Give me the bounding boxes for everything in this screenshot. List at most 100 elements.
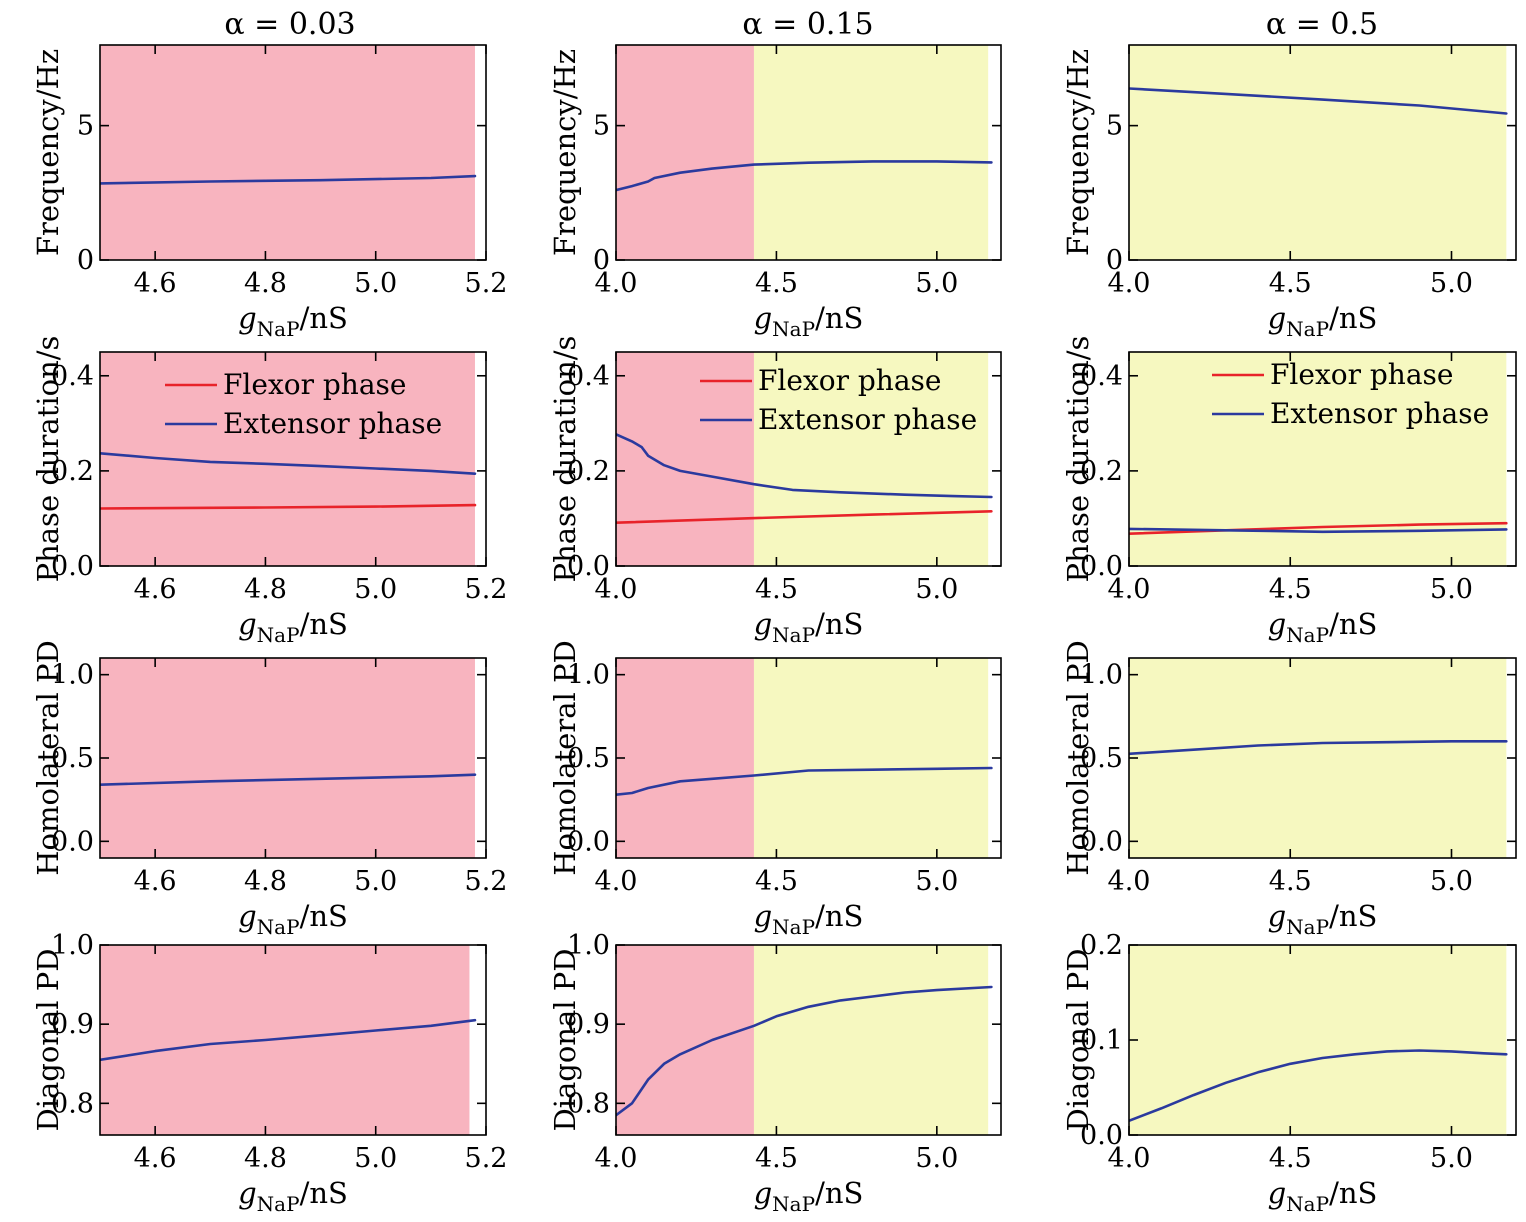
- x-axis-label-main: g: [754, 1176, 773, 1210]
- y-axis-label: Phase duration/s: [548, 336, 582, 583]
- series-line-extensor: [1129, 527, 1508, 534]
- series-group: [1129, 87, 1508, 115]
- x-tick-label: 4.5: [1269, 1143, 1312, 1174]
- series-line-extensor: [616, 432, 993, 499]
- x-axis-label-sub: NaP: [1286, 623, 1329, 647]
- x-axis-label-main: g: [238, 301, 257, 335]
- x-tick-label: 4.0: [1108, 1143, 1151, 1174]
- y-tick-label: 0.2: [51, 456, 94, 487]
- series-line-extensor: [100, 1018, 477, 1062]
- legend-label-flexor: Flexor phase: [223, 368, 406, 401]
- region-yellow: [1129, 658, 1507, 858]
- region-yellow: [1129, 945, 1507, 1135]
- x-tick-label: 5.0: [354, 574, 397, 605]
- x-axis-label-main: g: [238, 1176, 257, 1210]
- legend-label-extensor: Extensor phase: [223, 407, 442, 440]
- x-tick-label: 4.5: [1269, 574, 1312, 605]
- y-tick-label: 0.2: [1080, 456, 1123, 487]
- x-axis-label-sub: NaP: [257, 623, 300, 647]
- region-pink: [100, 945, 470, 1135]
- y-tick-label: 1.0: [567, 660, 610, 691]
- y-tick-label: 1.0: [1080, 660, 1123, 691]
- series-line-extensor: [616, 160, 993, 192]
- y-tick-label: 0.4: [51, 361, 94, 392]
- panel-1-1: 4.0 4.5 5.0 0.0 0.2 0.4 gNaP/nS Phase duration/…: [548, 336, 1002, 647]
- x-axis-label-unit: /nS: [300, 607, 348, 641]
- x-axis-label-unit: /nS: [300, 899, 348, 933]
- series-group: [616, 432, 993, 525]
- x-axis-label-sub: NaP: [772, 623, 815, 647]
- y-tick-label: 0.5: [1080, 743, 1123, 774]
- panel-1-0: 4.6 4.8 5.0 5.2 0.0 0.2 0.4 gNaP/nS Phase durati…: [31, 336, 507, 647]
- x-axis-label: gNaP/nS: [1268, 301, 1378, 341]
- region-pink: [100, 658, 475, 858]
- x-axis-label: gNaP/nS: [754, 301, 864, 341]
- series-group: [1129, 521, 1508, 536]
- x-axis-label: gNaP/nS: [754, 1176, 864, 1216]
- x-tick-label: 4.5: [755, 1143, 798, 1174]
- x-tick-label: 5.2: [465, 268, 508, 299]
- x-axis-label-unit: /nS: [300, 301, 348, 335]
- x-tick-label: 4.0: [595, 574, 638, 605]
- x-tick-label: 5.0: [1430, 1143, 1473, 1174]
- y-axis-label: Frequency/Hz: [31, 49, 65, 256]
- axes-frame: [1128, 44, 1517, 261]
- x-axis-label-main: g: [238, 899, 257, 933]
- x-tick-label: 5.0: [1430, 866, 1473, 897]
- panel-2-1: 4.0 4.5 5.0 0.0 0.5 1.0 gNaP/nS Homolateral PD: [548, 640, 1002, 939]
- axes-frame: [615, 44, 1002, 261]
- column-title-alpha-0.03: α = 0.03: [224, 7, 355, 42]
- panel-0-1: 4.0 4.5 5.0 0 5 gNaP/nS Frequency/Hz: [548, 44, 1002, 341]
- region-yellow: [753, 352, 989, 566]
- x-axis-label-sub: NaP: [257, 317, 300, 341]
- y-tick-label: 0: [593, 245, 610, 276]
- x-axis-label: gNaP/nS: [754, 899, 864, 939]
- x-tick-label: 4.8: [244, 574, 287, 605]
- y-tick-label: 0.0: [1080, 551, 1123, 582]
- x-axis-label-sub: NaP: [257, 915, 300, 939]
- panel-2-0: 4.6 4.8 5.0 5.2 0.0 0.5 1.0 gNaP/nS Homolateral …: [31, 640, 507, 939]
- column-title-alpha-0.5: α = 0.5: [1266, 7, 1378, 42]
- legend-label-extensor: Extensor phase: [1270, 397, 1489, 430]
- series-line-extensor: [1129, 739, 1508, 756]
- legend-label-flexor: Flexor phase: [1270, 358, 1453, 391]
- x-axis-label-unit: /nS: [1329, 1176, 1377, 1210]
- y-tick-label: 5: [77, 111, 94, 142]
- x-axis-label-sub: NaP: [772, 915, 815, 939]
- region-pink: [616, 658, 754, 858]
- series-group: [100, 773, 477, 787]
- series-group: [100, 174, 477, 185]
- x-tick-label: 4.5: [755, 574, 798, 605]
- x-axis-label-main: g: [1268, 301, 1287, 335]
- x-axis-label-main: g: [1268, 607, 1287, 641]
- panel-3-2: 4.0 4.5 5.0 0.0 0.1 0.2 gNaP/nS Diagonal PD: [1061, 930, 1517, 1216]
- x-axis-label-unit: /nS: [300, 1176, 348, 1210]
- x-tick-label: 4.5: [755, 268, 798, 299]
- y-tick-label: 0.9: [51, 1009, 94, 1040]
- y-axis-label: Phase duration/s: [1061, 336, 1095, 583]
- series-line-extensor: [100, 451, 477, 476]
- x-axis-label: gNaP/nS: [1268, 1176, 1378, 1216]
- region-yellow: [753, 945, 989, 1135]
- series-group: [100, 451, 477, 510]
- axes-frame: [1128, 351, 1517, 567]
- panel-0-2: 4.0 4.5 5.0 0 5 gNaP/nS Frequency/Hz: [1061, 44, 1517, 341]
- y-tick-label: 1.0: [51, 930, 94, 961]
- y-tick-label: 0.9: [567, 1009, 610, 1040]
- x-tick-label: 4.0: [595, 866, 638, 897]
- x-axis-label: gNaP/nS: [238, 607, 348, 647]
- x-tick-label: 5.0: [915, 268, 958, 299]
- y-axis-label: Homolateral PD: [31, 640, 65, 876]
- x-axis-label: gNaP/nS: [754, 607, 864, 647]
- x-tick-label: 4.6: [134, 1143, 177, 1174]
- x-tick-label: 4.0: [595, 1143, 638, 1174]
- x-tick-label: 4.8: [244, 866, 287, 897]
- y-tick-label: 0.1: [1080, 1025, 1123, 1056]
- column-title-alpha-0.15: α = 0.15: [742, 7, 873, 42]
- x-tick-label: 4.8: [244, 268, 287, 299]
- x-tick-label: 5.0: [354, 268, 397, 299]
- series-line-flexor: [100, 503, 477, 510]
- x-axis-label-sub: NaP: [1286, 915, 1329, 939]
- y-axis-label: Diagonal PD: [548, 948, 582, 1131]
